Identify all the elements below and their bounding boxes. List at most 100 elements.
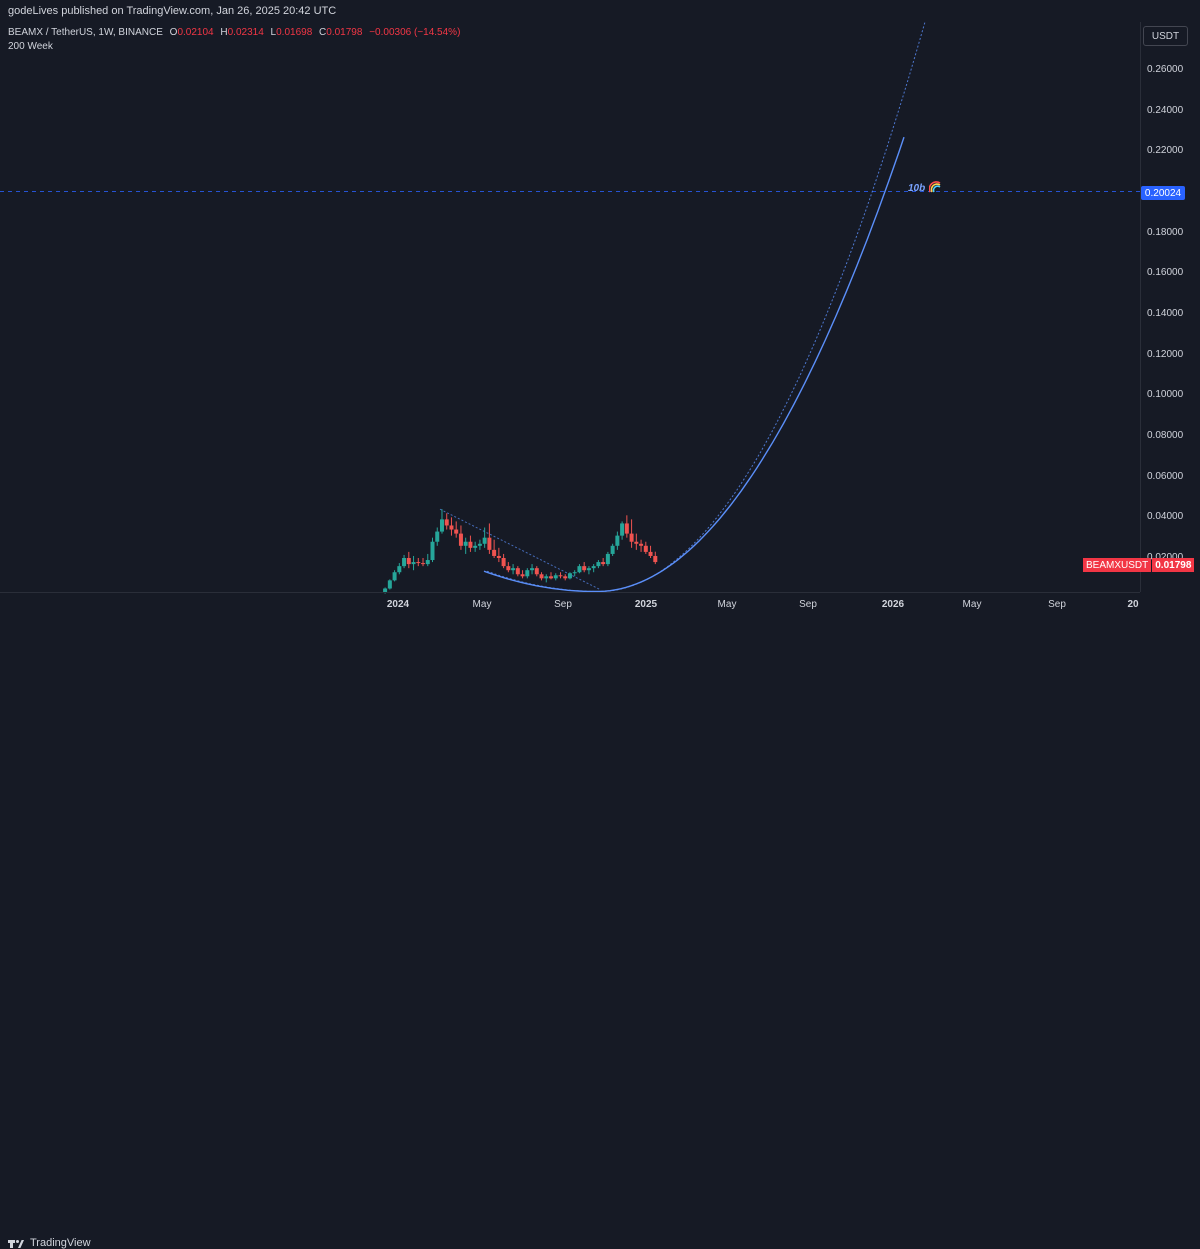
candle-body [624, 523, 629, 534]
parabolic-curve [483, 136, 905, 593]
candle-body [605, 553, 610, 565]
target-price-badge: 0.20024 [1141, 186, 1185, 200]
candle-body [567, 573, 572, 579]
candle-body [620, 523, 625, 536]
candle-body [392, 572, 397, 581]
trend-channel-line [439, 508, 601, 590]
parabolic-curve-dotted [486, 21, 926, 592]
time-tick-label: 20 [1127, 599, 1139, 610]
price-tick-label: 0.10000 [1147, 389, 1184, 401]
close-label: C [319, 27, 327, 38]
candle-body [572, 572, 577, 574]
rainbow-icon [929, 181, 941, 193]
footer: TradingView [0, 616, 1200, 1249]
symbol-badge-name: BEAMXUSDT [1083, 558, 1152, 572]
candle-body [530, 568, 535, 571]
price-tick-label: 0.24000 [1147, 104, 1184, 116]
time-tick-label: May [717, 599, 737, 610]
candle-body [463, 541, 468, 546]
candle-body [501, 558, 506, 567]
published-info: godeLives published on TradingView.com, … [8, 5, 337, 17]
time-tick-label: Sep [1048, 599, 1066, 610]
candle-body [596, 562, 601, 567]
candle-body [534, 568, 539, 575]
price-tick-label: 0.06000 [1147, 470, 1184, 482]
candle-body [634, 541, 639, 544]
symbol-title[interactable]: BEAMX / TetherUS, 1W, BINANCE [8, 27, 163, 38]
high-label: H [220, 27, 228, 38]
low-value: 0.01698 [276, 27, 313, 38]
price-tick-label: 0.14000 [1147, 308, 1184, 319]
tradingview-brand[interactable]: TradingView [8, 1237, 91, 1249]
candle-body [430, 541, 435, 561]
candle-body [496, 555, 501, 558]
candle-body [643, 545, 648, 552]
last-price-badge: BEAMXUSDT 0.01798 [1083, 558, 1195, 572]
candle-body [444, 519, 449, 526]
candle-body [435, 531, 440, 542]
open-value: 0.02104 [177, 27, 214, 38]
candle-body [544, 576, 549, 579]
candle-body [563, 576, 568, 579]
candle-body [402, 558, 407, 567]
price-tick-label: 0.12000 [1147, 348, 1184, 360]
last-price-value: 0.01798 [1152, 558, 1195, 572]
candle-body [629, 533, 634, 542]
candle-body [473, 545, 478, 548]
candle-body [487, 537, 492, 550]
top-bar: godeLives published on TradingView.com, … [0, 0, 1200, 22]
candle-body [653, 555, 658, 563]
candle-body [383, 588, 388, 593]
price-tick-label: 0.02000 [1147, 552, 1183, 563]
candle-body [525, 570, 530, 577]
time-tick-label: 2026 [881, 599, 905, 610]
price-tick-label: 0.22000 [1147, 145, 1184, 157]
time-tick-label: 2024 [386, 599, 410, 610]
price-tick-label: 0.08000 [1147, 430, 1184, 441]
candle-body [553, 575, 558, 579]
candle-body [610, 545, 615, 554]
candle-body [406, 558, 411, 565]
price-tick-label: 0.16000 [1147, 267, 1184, 279]
chart-canvas[interactable] [0, 0, 1200, 641]
time-tick-label: Sep [799, 599, 817, 610]
candle-body [468, 541, 473, 548]
candle-body [439, 519, 444, 532]
candle-body [648, 551, 653, 556]
candle-body [449, 525, 454, 530]
candle-body [416, 562, 421, 564]
price-tick-label: 0.26000 [1147, 64, 1184, 75]
symbol-legend: BEAMX / TetherUS, 1W, BINANCE O0.02104 H… [8, 27, 460, 38]
time-axis[interactable] [0, 592, 1140, 617]
candle-body [477, 543, 482, 546]
time-tick-label: May [472, 599, 492, 610]
candle-body [591, 566, 596, 569]
chart-pane[interactable] [0, 22, 1140, 592]
time-tick-label: 2025 [634, 599, 658, 610]
time-tick-label: May [962, 599, 982, 610]
price-tick-label: 0.18000 [1147, 226, 1184, 238]
price-tick-label: 0.04000 [1147, 511, 1184, 523]
candle-body [454, 529, 459, 534]
open-label: O [169, 27, 178, 38]
candle-body [511, 568, 516, 571]
candle-body [549, 576, 554, 579]
currency-selector[interactable]: USDT [1143, 26, 1188, 46]
candle-body [586, 568, 591, 571]
candle-body [506, 566, 511, 571]
candle-body [515, 568, 520, 575]
price-axis[interactable] [1140, 22, 1200, 592]
low-label: L [270, 27, 277, 38]
candle-body [492, 549, 497, 556]
close-value: 0.01798 [326, 27, 363, 38]
candle-body [539, 574, 544, 579]
candle-body [558, 575, 563, 577]
candle-body [421, 563, 426, 565]
indicator-legend[interactable]: 200 Week [8, 41, 53, 52]
candle-body [397, 566, 402, 573]
candle-body [582, 566, 587, 571]
candle-body [615, 535, 620, 546]
tradingview-logo-icon [8, 1238, 24, 1248]
change-value: −0.00306 (−14.54%) [369, 27, 461, 38]
target-label: 10b [908, 183, 926, 194]
